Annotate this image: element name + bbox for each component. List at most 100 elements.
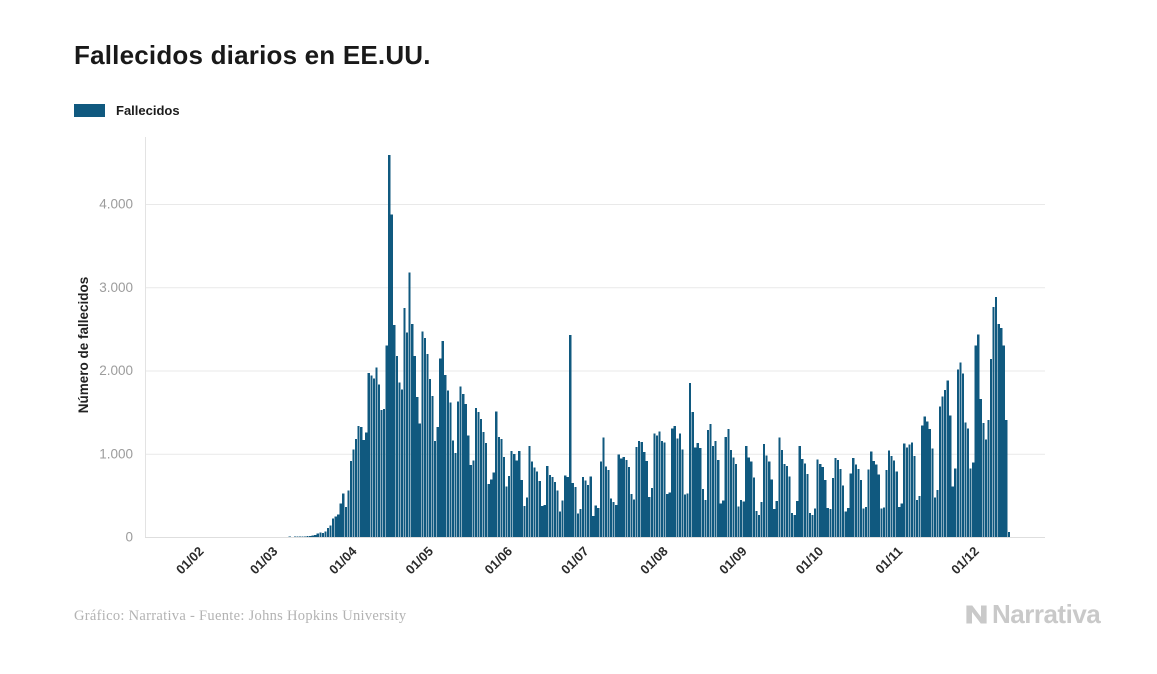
bar [380, 409, 383, 537]
bar [668, 492, 671, 537]
bar [441, 341, 444, 537]
x-tick-label: 01/05 [403, 544, 437, 578]
bar [553, 482, 557, 538]
bar [864, 507, 868, 537]
bar [576, 513, 579, 537]
bar [931, 448, 934, 537]
bar [752, 477, 755, 537]
x-tick-label: 01/04 [326, 543, 360, 577]
bar [487, 483, 490, 537]
bar [673, 425, 676, 537]
bar [691, 412, 694, 537]
bar [742, 501, 745, 537]
bar [671, 428, 674, 537]
bar [436, 426, 439, 537]
bar [893, 460, 896, 537]
bar [961, 373, 965, 537]
bar [987, 420, 990, 537]
bar [444, 374, 447, 537]
bar [882, 507, 885, 537]
bar [607, 470, 610, 537]
bar [791, 513, 794, 537]
bar [316, 533, 319, 537]
bar [926, 421, 929, 537]
bar [773, 509, 776, 537]
y-tick-label: 4.000 [99, 197, 133, 212]
bar [564, 475, 567, 537]
y-tick-label: 1.000 [99, 446, 133, 461]
bar [339, 503, 342, 537]
bar [523, 505, 526, 537]
bar [826, 507, 829, 537]
narrativa-logo-text: Narrativa [992, 599, 1101, 629]
bar [490, 479, 493, 537]
bar [525, 497, 528, 537]
bar [571, 483, 574, 537]
bar [709, 424, 712, 537]
bar [464, 404, 467, 537]
bar [403, 308, 406, 537]
page-title: Fallecidos diarios en EE.UU. [74, 40, 431, 70]
bar [859, 480, 863, 537]
bar [974, 345, 977, 537]
bar [528, 446, 531, 537]
bar [423, 338, 426, 537]
bar [507, 476, 511, 537]
bar [681, 449, 684, 537]
bar [426, 353, 429, 537]
bar [885, 470, 888, 537]
bar [956, 369, 959, 537]
bar [778, 437, 781, 537]
y-axis-title: Número de fallecidos [76, 277, 91, 414]
bar [908, 444, 911, 537]
bar [581, 476, 585, 537]
bar [337, 514, 340, 537]
bar [760, 501, 763, 537]
x-tick-label: 01/09 [716, 544, 750, 578]
bar [502, 457, 506, 537]
bar [813, 508, 817, 537]
bar [834, 457, 837, 537]
bar [594, 505, 597, 538]
bar [510, 451, 513, 537]
bar [597, 507, 600, 537]
bar [918, 495, 921, 537]
bar [388, 154, 391, 538]
bar [867, 469, 870, 537]
bar [347, 490, 350, 537]
bar [383, 409, 386, 537]
bar [548, 475, 551, 537]
bar [1000, 328, 1003, 537]
bar [717, 460, 720, 537]
bar [418, 423, 421, 537]
bar [824, 480, 827, 537]
bar [666, 494, 669, 537]
bar [530, 461, 534, 537]
bar [301, 536, 304, 537]
bar [344, 506, 347, 537]
bar [640, 442, 643, 538]
bar [385, 345, 388, 537]
bar [844, 511, 847, 537]
bar [877, 474, 880, 537]
bar [982, 422, 985, 537]
bar [854, 464, 857, 537]
bar [650, 488, 653, 537]
bar [676, 438, 679, 537]
bar [915, 500, 919, 537]
bar [587, 484, 590, 537]
bar [719, 503, 722, 537]
bar [592, 515, 595, 537]
x-tick-label: 01/12 [948, 544, 982, 578]
bar [699, 447, 702, 537]
bar [928, 429, 931, 537]
bar [757, 514, 761, 537]
y-tick-labels: 0 1.000 2.000 3.000 4.000 [99, 197, 133, 545]
bar [306, 536, 309, 537]
bar [875, 464, 878, 537]
bar [479, 418, 483, 537]
bar [579, 509, 582, 537]
x-tick-label: 01/06 [482, 544, 516, 578]
bar [683, 494, 687, 537]
